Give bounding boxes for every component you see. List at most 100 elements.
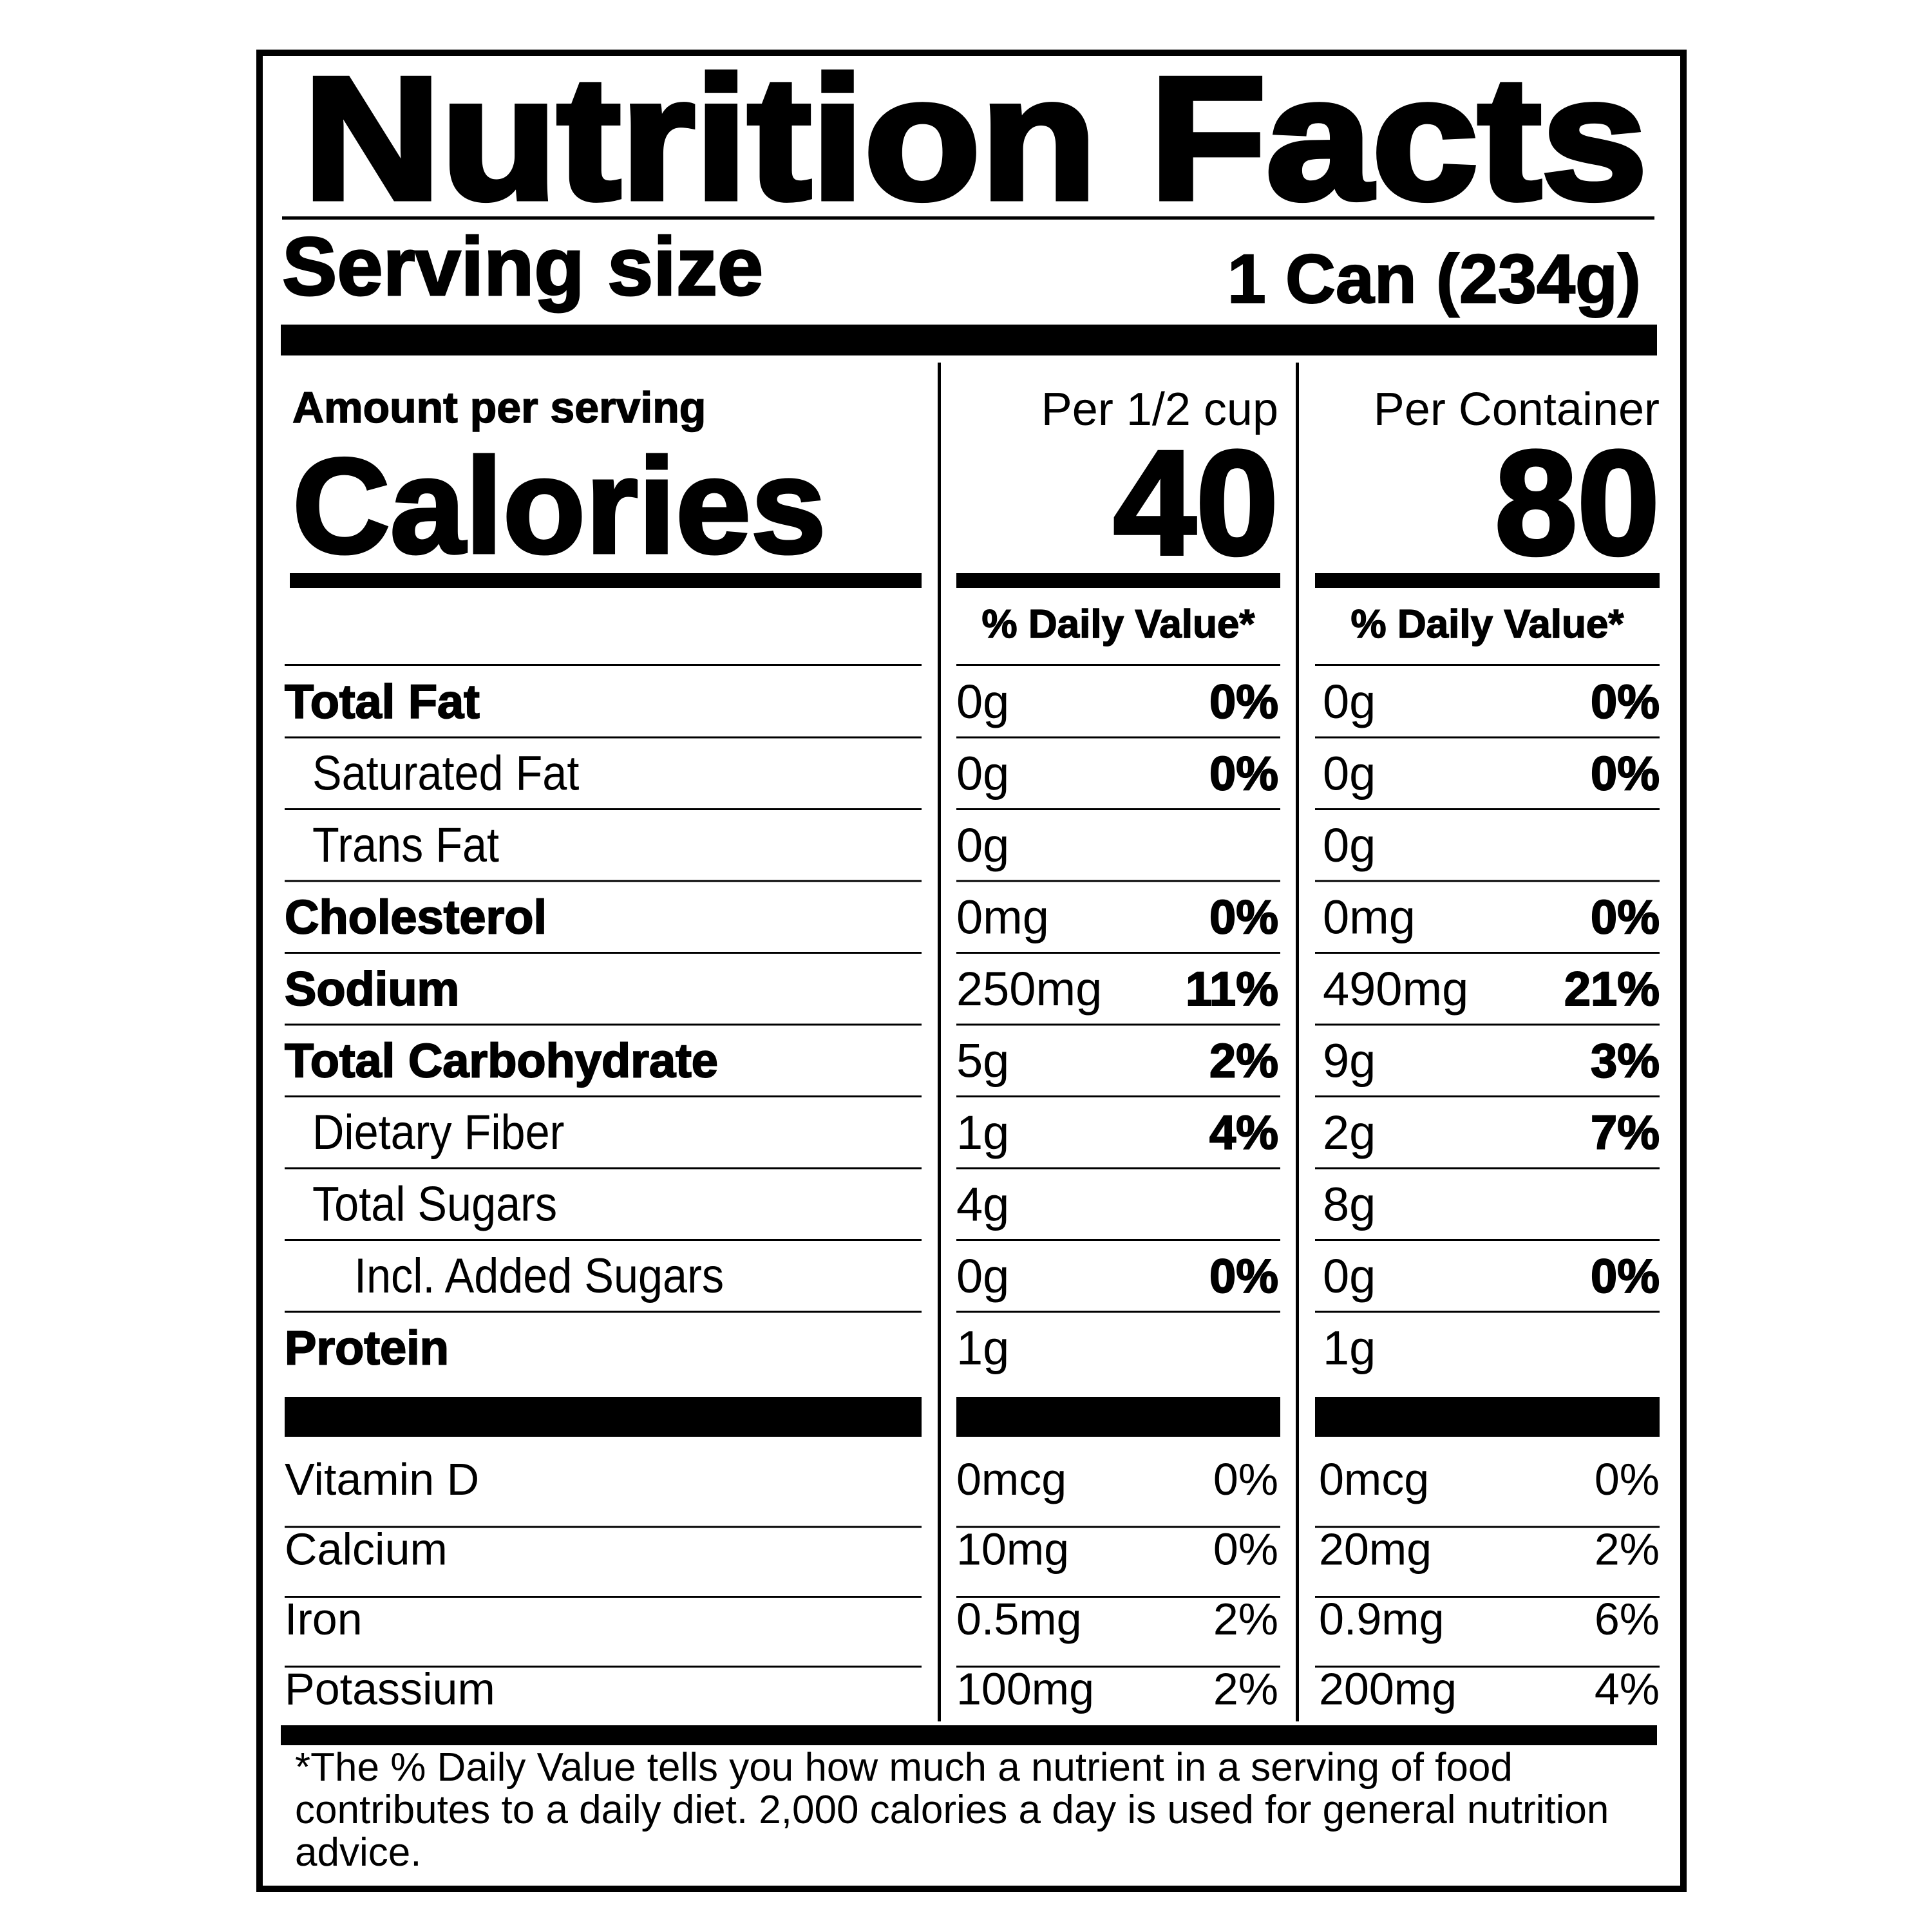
nutrient-name: Cholesterol — [285, 891, 547, 944]
rule — [285, 1023, 922, 1026]
title: Nutrition Facts — [303, 42, 1647, 236]
nutrient-dv: 0% — [1591, 891, 1660, 944]
rule — [1315, 1596, 1660, 1598]
vitamin-amount: 0.5mg — [956, 1594, 1082, 1644]
nutrient-name: Sodium — [285, 962, 459, 1016]
thick-bar — [956, 1397, 1280, 1437]
nutrient-amount: 5g — [956, 1034, 1009, 1088]
nutrient-name: Saturated Fat — [312, 746, 579, 800]
rule — [956, 1526, 1280, 1528]
vitamin-name: Potassium — [285, 1664, 495, 1714]
rule — [1315, 1665, 1660, 1668]
vitamin-dv: 0% — [1213, 1454, 1278, 1504]
nutrient-name: Total Sugars — [312, 1177, 557, 1231]
rule — [285, 1167, 922, 1170]
rule — [956, 736, 1280, 739]
column-header: Per Container — [1374, 384, 1660, 435]
nutrient-amount: 0g — [956, 819, 1009, 872]
nutrient-name: Trans Fat — [312, 819, 499, 873]
rule — [285, 1095, 922, 1097]
vitamin-amount: 200mg — [1319, 1664, 1457, 1714]
nutrient-name: Total Carbohydrate — [285, 1034, 718, 1088]
vitamin-amount: 100mg — [956, 1664, 1094, 1714]
vitamin-amount: 20mg — [1319, 1524, 1432, 1575]
vitamin-amount: 0mcg — [956, 1454, 1066, 1504]
vitamin-name: Calcium — [285, 1524, 448, 1575]
rule — [956, 1239, 1280, 1241]
nutrient-name: Protein — [285, 1321, 449, 1375]
serving-value: 1 Can (234g) — [1227, 240, 1641, 317]
rule — [956, 1167, 1280, 1170]
nutrient-amount: 250mg — [956, 962, 1102, 1016]
amount-label: Amount per serving — [292, 383, 706, 432]
thick-bar — [285, 1397, 922, 1437]
nutrient-amount: 0g — [1323, 819, 1376, 872]
nutrient-amount: 0g — [956, 747, 1009, 800]
rule — [282, 216, 1654, 220]
column-divider — [1296, 363, 1299, 1721]
nutrient-dv: 0% — [1209, 891, 1278, 944]
nutrient-amount: 0mg — [1323, 891, 1416, 944]
vitamin-dv: 2% — [1213, 1664, 1278, 1714]
nutrient-dv: 0% — [1591, 747, 1660, 800]
thick-bar — [1315, 1397, 1660, 1437]
rule — [956, 1665, 1280, 1668]
nutrient-amount: 0mg — [956, 891, 1049, 944]
nutrient-name: Dietary Fiber — [312, 1106, 564, 1160]
nutrient-amount: 0g — [1323, 747, 1376, 800]
calories-value: 40 — [1113, 420, 1278, 585]
vitamin-amount: 10mg — [956, 1524, 1069, 1575]
rule — [1315, 952, 1660, 954]
calories-value: 80 — [1495, 420, 1660, 585]
vitamin-dv: 0% — [1213, 1524, 1278, 1575]
nutrient-amount: 0g — [956, 675, 1009, 728]
nutrient-dv: 11% — [1186, 962, 1278, 1016]
vitamin-name: Vitamin D — [285, 1454, 479, 1504]
footnote-line: advice. — [295, 1830, 421, 1875]
nutrient-amount: 0g — [1323, 675, 1376, 728]
rule — [1315, 1167, 1660, 1170]
rule — [956, 1596, 1280, 1598]
rule — [285, 880, 922, 882]
rule — [1315, 1526, 1660, 1528]
dv-header: % Daily Value* — [982, 602, 1256, 647]
rule — [956, 1023, 1280, 1026]
nutrient-amount: 4g — [956, 1178, 1009, 1231]
rule — [285, 1596, 922, 1598]
rule — [285, 736, 922, 739]
vitamin-dv: 2% — [1213, 1594, 1278, 1644]
thick-rule — [956, 573, 1280, 588]
nutrient-amount: 0g — [1323, 1249, 1376, 1303]
rule — [285, 1311, 922, 1313]
nutrient-amount: 1g — [1323, 1321, 1376, 1375]
dv-header: % Daily Value* — [1351, 602, 1625, 647]
rule — [1315, 880, 1660, 882]
nutrient-amount: 490mg — [1323, 962, 1468, 1016]
nutrient-amount: 8g — [1323, 1178, 1376, 1231]
column-divider — [938, 363, 941, 1721]
rule — [1315, 736, 1660, 739]
nutrient-name: Incl. Added Sugars — [354, 1249, 724, 1303]
vitamin-dv: 2% — [1595, 1524, 1660, 1575]
thick-bar — [281, 325, 1657, 355]
nutrient-name: Total Fat — [285, 675, 480, 728]
vitamin-amount: 0mcg — [1319, 1454, 1429, 1504]
vitamin-amount: 0.9mg — [1319, 1594, 1444, 1644]
rule — [956, 664, 1280, 666]
nutrient-amount: 1g — [956, 1106, 1009, 1159]
nutrient-dv: 0% — [1209, 747, 1278, 800]
nutrient-dv: 21% — [1564, 962, 1660, 1016]
thick-rule — [290, 573, 922, 588]
rule — [285, 1526, 922, 1528]
rule — [285, 1665, 922, 1668]
nutrient-dv: 0% — [1591, 1249, 1660, 1303]
rule — [285, 664, 922, 666]
rule — [1315, 1239, 1660, 1241]
rule — [956, 952, 1280, 954]
nutrient-amount: 9g — [1323, 1034, 1376, 1088]
nutrient-amount: 0g — [956, 1249, 1009, 1303]
footnote-line: *The % Daily Value tells you how much a … — [295, 1745, 1513, 1790]
nutrient-dv: 7% — [1591, 1106, 1660, 1159]
